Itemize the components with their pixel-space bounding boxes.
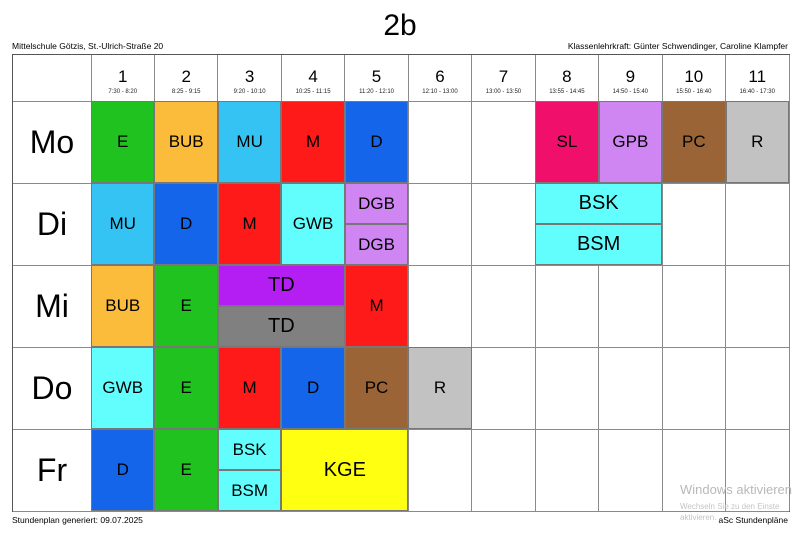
grid-line-vertical [661, 55, 663, 511]
lesson-cell[interactable]: M [217, 183, 282, 265]
period-number: 4 [308, 67, 318, 86]
period-number: 8 [562, 67, 572, 86]
lesson-cell[interactable]: MU [217, 101, 282, 183]
activation-watermark-line1: Wechseln Sie zu den Einste [680, 502, 780, 511]
lesson-cell[interactable]: M [217, 347, 282, 429]
generated-date: Stundenplan generiert: 09.07.2025 [12, 515, 143, 525]
lesson-cell[interactable]: M [281, 101, 345, 183]
lesson-cell[interactable]: D [344, 101, 409, 183]
lesson-cell[interactable]: BSK [217, 429, 282, 470]
grid-line-vertical [725, 55, 727, 511]
timetable-title: 2b [383, 9, 417, 42]
lesson-cell[interactable]: E [91, 101, 155, 183]
lesson-cell[interactable]: TD [217, 306, 345, 347]
period-time: 14:50 - 15:40 [612, 89, 649, 95]
lesson-cell[interactable]: DGB [344, 224, 409, 265]
lesson-cell[interactable]: PC [344, 347, 409, 429]
lesson-cell[interactable]: E [154, 347, 218, 429]
lesson-cell[interactable]: BSM [535, 224, 663, 265]
class-teacher: Klassenlehrkraft: Günter Schwendinger, C… [567, 41, 788, 51]
period-time: 16:40 - 17:30 [739, 89, 775, 95]
lesson-cell[interactable]: R [725, 101, 789, 183]
school-address: Mittelschule Götzis, St.-Ulrich-Straße 2… [12, 41, 164, 51]
period-number: 2 [181, 67, 191, 86]
period-number: 7 [498, 67, 509, 86]
lesson-cell[interactable]: BUB [154, 101, 218, 183]
lesson-cell[interactable]: GWB [91, 347, 155, 429]
period-number: 6 [435, 67, 445, 86]
grid-line-vertical [788, 55, 790, 511]
grid-line-vertical [471, 55, 473, 511]
lesson-cell[interactable]: DGB [344, 183, 409, 224]
timetable-grid: 1 7:30 - 8:20 2 8:25 - 9:15 3 9:20 - 10:10 4 10… [12, 54, 790, 512]
lesson-cell[interactable]: GPB [598, 101, 663, 183]
lesson-cell[interactable]: BSM [217, 470, 282, 511]
period-time: 15:50 - 16:40 [676, 89, 712, 95]
day-label: Do [31, 370, 73, 406]
period-time: 7:30 - 8:20 [108, 89, 138, 95]
period-time: 8:25 - 9:15 [171, 89, 201, 95]
lesson-cell[interactable]: BSK [535, 183, 663, 224]
lesson-cell[interactable]: MU [91, 183, 155, 265]
grid-line-vertical [598, 55, 600, 511]
period-time: 13:55 - 14:45 [549, 89, 585, 95]
lesson-cell[interactable]: D [281, 347, 345, 429]
lesson-cell[interactable]: D [91, 429, 155, 511]
day-label: Fr [36, 452, 68, 488]
period-number: 5 [371, 67, 382, 86]
period-number: 9 [625, 67, 636, 86]
period-number: 1 [117, 67, 128, 86]
day-label: Mi [35, 288, 69, 324]
lesson-cell[interactable]: GWB [281, 183, 345, 265]
lesson-cell[interactable]: E [154, 265, 218, 347]
lesson-cell[interactable]: SL [535, 101, 599, 183]
period-number: 10 [684, 67, 704, 86]
lesson-cell[interactable]: TD [217, 265, 345, 306]
period-number: 3 [244, 67, 255, 86]
period-time: 10:25 - 11:15 [295, 89, 331, 95]
day-label: Di [36, 206, 68, 242]
activation-watermark-sub: Wechseln Sie zu den Einste aktivieren. [680, 501, 779, 523]
period-time: 9:20 - 10:10 [233, 89, 266, 95]
period-number: 11 [748, 67, 767, 86]
grid-line-horizontal [13, 510, 789, 512]
brand-label: aSc Stundenpläne [718, 515, 788, 525]
period-time: 11:20 - 12:10 [359, 89, 394, 95]
period-time: 13:00 - 13:50 [485, 89, 522, 95]
lesson-cell[interactable]: KGE [281, 429, 409, 511]
activation-watermark-line2: aktivieren. [680, 513, 717, 522]
lesson-cell[interactable]: PC [662, 101, 726, 183]
lesson-cell[interactable]: M [344, 265, 409, 347]
day-label: Mo [29, 124, 75, 160]
activation-watermark: Windows aktivieren [680, 482, 792, 497]
grid-line-vertical [534, 55, 536, 511]
period-time: 12:10 - 13:00 [422, 89, 458, 95]
lesson-cell[interactable]: BUB [91, 265, 155, 347]
lesson-cell[interactable]: R [408, 347, 472, 429]
lesson-cell[interactable]: E [154, 429, 218, 511]
lesson-cell[interactable]: D [154, 183, 218, 265]
grid-line-vertical [407, 55, 409, 511]
